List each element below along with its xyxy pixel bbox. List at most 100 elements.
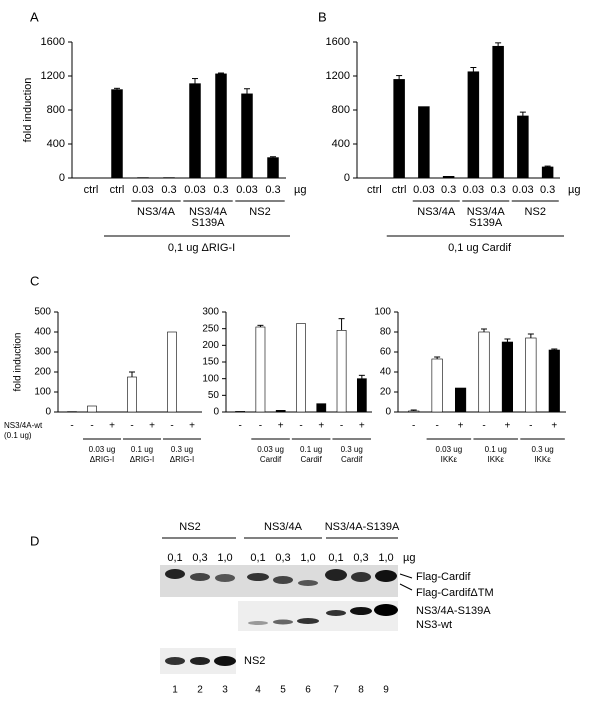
band: [165, 569, 185, 579]
y-tick-label: 400: [34, 327, 51, 338]
bar: [189, 83, 201, 179]
x-tick-label: 0.03: [132, 184, 153, 196]
blot-group: NS3/4A-S139A: [325, 521, 400, 533]
lane-number: 3: [222, 685, 228, 696]
bar: [336, 330, 347, 413]
bar: [478, 331, 490, 413]
blot-group: NS3/4A: [264, 521, 303, 533]
x-tick-label: -: [435, 421, 438, 432]
y-tick-label: 400: [47, 138, 65, 150]
band: [190, 573, 210, 581]
bar: [548, 349, 560, 413]
x-tick-label: -: [259, 421, 262, 432]
group-label: Cardif: [260, 455, 282, 464]
amount: 0,3: [275, 552, 290, 564]
unit: µg: [568, 184, 580, 196]
x-tick-label: ctrl: [84, 184, 99, 196]
panel-label: A: [30, 9, 39, 24]
group-label: IKKε: [534, 455, 551, 464]
bar: [127, 376, 137, 413]
lane-number: 2: [197, 685, 203, 696]
x-tick-label: -: [299, 421, 302, 432]
band: [375, 570, 397, 582]
lane-number: 4: [255, 685, 261, 696]
band-label: NS3/4A-S139A: [416, 605, 491, 617]
x-tick-label: +: [318, 421, 324, 432]
group-label: 0.3 ug: [171, 445, 193, 454]
group-label: 0.03 ug: [89, 445, 116, 454]
x-tick-label: -: [130, 421, 133, 432]
band-label: Flag-CardifΔTM: [416, 587, 494, 599]
y-tick-label: 1200: [41, 70, 65, 82]
bar: [541, 166, 554, 179]
panel-label: B: [318, 9, 327, 24]
x-tick-label: -: [238, 421, 241, 432]
x-tick-label: ctrl: [392, 184, 407, 196]
group-label: NS2: [249, 206, 270, 218]
band: [326, 610, 346, 616]
y-tick-label: 0: [344, 172, 350, 184]
unit: µg: [294, 184, 306, 196]
bar: [517, 115, 529, 179]
y-tick-label: 500: [34, 307, 51, 318]
amount: 0,1: [167, 552, 182, 564]
x-tick-label: +: [109, 421, 115, 432]
bar: [296, 323, 306, 413]
band: [350, 607, 372, 615]
x-tick-label: 0.03: [184, 184, 205, 196]
x-tick-label: -: [90, 421, 93, 432]
x-tick-label: ctrl: [367, 184, 382, 196]
x-tick-label: +: [458, 421, 464, 432]
y-tick-label: 50: [208, 390, 220, 401]
band: [165, 657, 185, 665]
bar: [215, 73, 227, 179]
y-tick-label: 200: [202, 340, 219, 351]
group-label: ΔRIG-I: [90, 455, 114, 464]
x-tick-label: -: [340, 421, 343, 432]
y-tick-label: 0: [213, 407, 219, 418]
group-label: 0.3 ug: [531, 445, 553, 454]
x-tick-label: 0.03: [463, 184, 484, 196]
band: [215, 574, 235, 582]
bar: [393, 79, 405, 179]
amount: 0,1: [328, 552, 343, 564]
y-tick-label: 1200: [326, 70, 350, 82]
western-blot: D NS2 NS3/4A NS3/4A-S139A 0,1 0,3 1,0 0,…: [30, 521, 494, 696]
x-tick-label: 0.3: [540, 184, 555, 196]
band-label: Flag-Cardif: [416, 571, 471, 583]
band-pointer: [399, 583, 413, 591]
y-tick-label: 80: [380, 327, 392, 338]
row-label: (0.1 ug): [4, 431, 32, 440]
y-axis-label: fold induction: [13, 333, 24, 392]
row-label: NS3/4A-wt: [4, 421, 43, 430]
group-label: 0.1 ug: [131, 445, 153, 454]
group-label: NS2: [525, 206, 546, 218]
group-label: NS3/4A: [137, 206, 176, 218]
group-label: IKKε: [441, 455, 458, 464]
y-axis-label: fold induction: [22, 78, 34, 143]
y-tick-label: 20: [380, 387, 392, 398]
lane-number: 6: [305, 685, 311, 696]
bar: [501, 341, 513, 413]
group-label: S139A: [191, 217, 225, 229]
x-tick-label: 0.03: [236, 184, 257, 196]
bar: [267, 157, 279, 179]
band: [273, 619, 293, 625]
x-tick-label: +: [149, 421, 155, 432]
group-label: NS3/4A: [417, 206, 456, 218]
y-tick-label: 0: [385, 407, 391, 418]
group-label: 0.03 ug: [436, 445, 463, 454]
group-label: 0.03 ug: [257, 445, 284, 454]
group-label: NS3/4A: [467, 206, 506, 218]
bar: [408, 410, 420, 413]
lane-number: 7: [333, 685, 339, 696]
band-label: NS2: [244, 655, 265, 667]
group-label: S139A: [469, 217, 503, 229]
band: [297, 618, 319, 624]
band: [325, 569, 347, 581]
lane-number: 1: [172, 685, 178, 696]
bar: [467, 71, 480, 179]
bar: [525, 337, 537, 413]
amount: 1,0: [378, 552, 393, 564]
group-label: 0.3 ug: [341, 445, 363, 454]
